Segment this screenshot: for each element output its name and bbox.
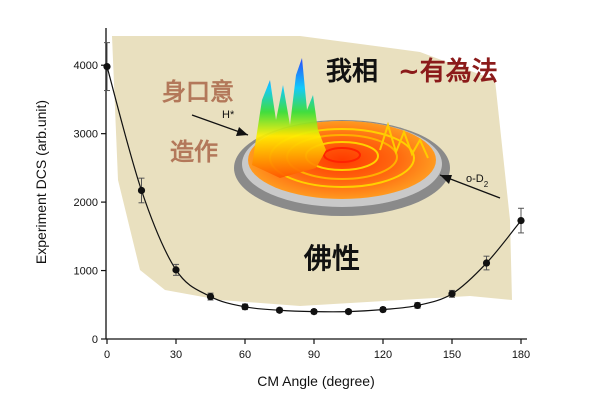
data-point — [241, 303, 249, 311]
x-tick-label: 0 — [104, 349, 110, 361]
annotation-bottom-center: 佛性 — [303, 242, 360, 275]
data-point — [344, 308, 353, 316]
data-points — [103, 62, 525, 316]
data-point — [206, 292, 215, 301]
y-tick-label: 1000 — [74, 266, 98, 278]
y-tick-label: 3000 — [74, 129, 98, 141]
y-tick-label: 4000 — [74, 60, 98, 72]
x-tick-label: 180 — [512, 349, 530, 361]
data-point — [379, 305, 387, 314]
d2-label-subscript: 2 — [484, 180, 489, 189]
annotation-top-red: ~有為法 — [398, 57, 498, 87]
x-axis-ticks: 0 30 60 90 120 150 180 — [104, 339, 530, 361]
h-label: H* — [222, 109, 235, 121]
annotation-top-black: 我相 — [326, 57, 378, 87]
ring-illustration — [234, 58, 450, 216]
d2-label: o-D2 — [466, 173, 489, 189]
annotation-left-bottom: 造作 — [170, 138, 218, 166]
data-point — [413, 301, 422, 310]
h-arrow — [191, 114, 249, 136]
y-axis-title: Experiment DCS (arb.unit) — [33, 100, 49, 264]
d2-arrow — [439, 174, 501, 199]
x-tick-label: 30 — [170, 349, 182, 361]
data-point — [275, 306, 284, 314]
data-point — [310, 308, 318, 316]
peak-surface — [252, 58, 326, 178]
data-point — [103, 62, 111, 71]
annotation-left-top: 身口意 — [162, 78, 234, 106]
y-tick-label: 0 — [92, 334, 98, 346]
data-point — [172, 266, 180, 274]
y-axis-ticks: 0 1000 2000 3000 4000 — [74, 60, 106, 346]
data-point — [137, 186, 146, 195]
d2-label-main: o-D — [466, 173, 484, 185]
data-point — [448, 290, 456, 298]
x-tick-label: 60 — [239, 349, 251, 361]
x-tick-label: 120 — [374, 349, 392, 361]
y-tick-label: 2000 — [74, 197, 98, 209]
x-tick-label: 90 — [308, 349, 320, 361]
data-point — [517, 216, 525, 225]
data-point — [482, 259, 491, 267]
x-tick-label: 150 — [443, 349, 461, 361]
x-axis-title: CM Angle (degree) — [257, 373, 375, 389]
